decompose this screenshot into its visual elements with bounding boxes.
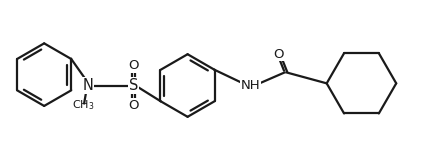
Text: S: S xyxy=(129,78,138,93)
Text: CH$_3$: CH$_3$ xyxy=(72,98,94,112)
Text: NH: NH xyxy=(241,79,261,92)
Text: N: N xyxy=(82,78,93,93)
Text: O: O xyxy=(274,48,284,61)
Text: O: O xyxy=(128,99,138,112)
Text: O: O xyxy=(128,59,138,73)
